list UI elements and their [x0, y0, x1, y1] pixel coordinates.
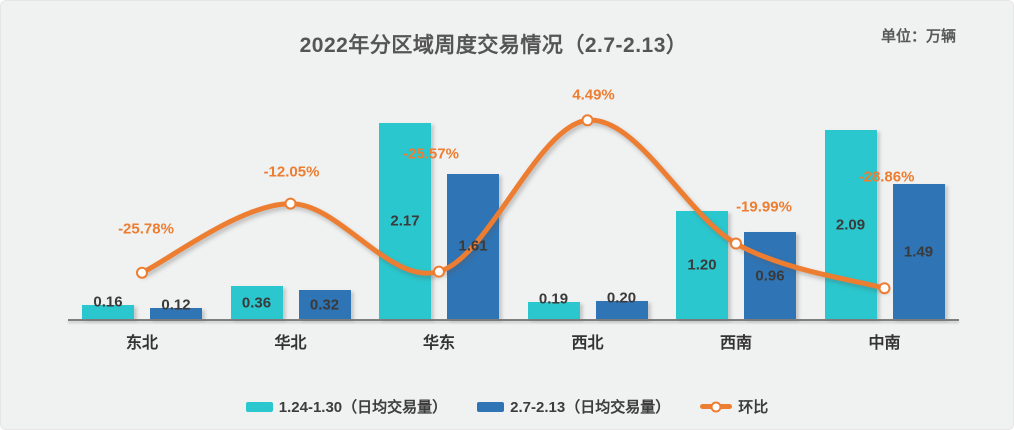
x-axis-label: 华北	[274, 335, 307, 352]
legend-line-dot-icon	[700, 401, 733, 412]
bar-value-label: 0.96	[755, 267, 785, 285]
x-axis-label: 华东	[422, 335, 456, 352]
legend-bar-swatch-icon	[477, 401, 505, 412]
bar-value-label: 0.32	[309, 296, 340, 314]
legend-item-0[interactable]: 1.24-1.30（日均交易量）	[245, 396, 448, 417]
bar-value-label: 2.09	[835, 216, 866, 234]
x-axis-label: 中南	[868, 335, 901, 352]
bar-value-label: 0.19	[538, 290, 569, 308]
legend-item-1[interactable]: 2.7-2.13（日均交易量）	[477, 396, 670, 417]
bar-series2-0[interactable]	[150, 308, 202, 319]
bar-series1-3[interactable]	[527, 301, 580, 319]
bar-value-label: 1.20	[687, 256, 717, 274]
ratio-line-point-1[interactable]	[284, 197, 297, 210]
ratio-line-point-2[interactable]	[433, 265, 445, 278]
bar-value-label: 1.49	[903, 243, 934, 261]
chart-title: 2022年分区域周度交易情况（2.7-2.13）	[299, 34, 688, 57]
legend-item-2[interactable]: 环比	[700, 396, 768, 417]
ratio-line-point-3[interactable]	[581, 114, 594, 127]
x-axis-label: 西南	[719, 335, 753, 352]
ratio-line-point-4[interactable]	[730, 237, 742, 250]
bar-series2-3[interactable]	[595, 300, 648, 319]
x-axis-label: 西北	[571, 335, 604, 352]
x-axis-line	[68, 319, 959, 321]
bar-series2-5[interactable]	[892, 184, 945, 319]
bar-value-label: 0.16	[93, 293, 123, 311]
bar-series1-1[interactable]	[230, 286, 283, 319]
x-axis-label: 东北	[125, 335, 159, 352]
bar-value-label: 0.12	[161, 296, 191, 314]
legend-item-label: 1.24-1.30（日均交易量）	[278, 399, 448, 416]
legend-line-dot-circle	[710, 401, 722, 412]
bar-value-label: 1.61	[458, 237, 488, 255]
bar-value-label: 0.20	[606, 289, 637, 307]
pct-change-label: -25.78%	[118, 220, 174, 238]
bar-series2-1[interactable]	[298, 290, 351, 319]
bar-value-label: 2.17	[390, 212, 420, 230]
unit-label: 单位：万辆	[880, 28, 956, 45]
legend-item-label: 2.7-2.13（日均交易量）	[510, 399, 671, 416]
legend-item-label: 环比	[738, 399, 769, 416]
legend-bar-swatch-icon	[245, 401, 273, 412]
ratio-line-point-0[interactable]	[136, 266, 148, 279]
pct-change-label: 4.49%	[572, 86, 615, 104]
pct-change-label: -25.57%	[403, 145, 459, 163]
ratio-line-point-5[interactable]	[878, 282, 891, 295]
bar-series1-0[interactable]	[82, 304, 134, 319]
pct-change-label: -12.05%	[263, 163, 320, 181]
pct-change-label: -19.99%	[736, 198, 792, 216]
pct-change-label: -28.86%	[858, 168, 915, 186]
bar-value-label: 0.36	[241, 294, 272, 312]
legend: 1.24-1.30（日均交易量） 2.7-2.13（日均交易量） 环比	[1, 396, 1013, 417]
